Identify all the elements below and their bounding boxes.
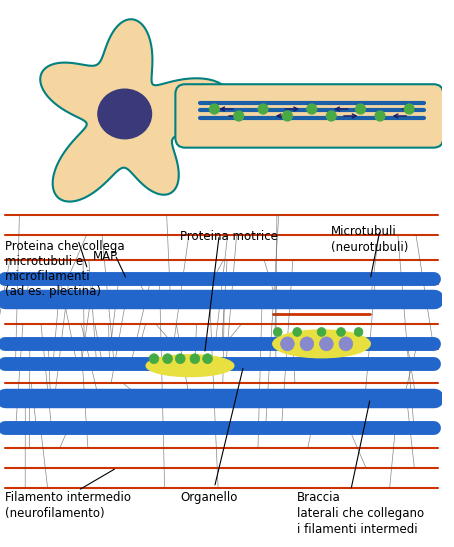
Ellipse shape <box>98 89 152 139</box>
Ellipse shape <box>273 330 370 358</box>
Ellipse shape <box>273 328 282 336</box>
Text: MAP: MAP <box>93 250 118 263</box>
Ellipse shape <box>336 328 345 336</box>
Text: Organello: Organello <box>180 491 237 503</box>
Circle shape <box>234 111 244 121</box>
Text: Braccia
laterali che collegano
i filamenti intermedi: Braccia laterali che collegano i filamen… <box>297 491 424 536</box>
Circle shape <box>375 111 385 121</box>
Text: Proteina motrice: Proteina motrice <box>180 230 278 243</box>
Ellipse shape <box>293 328 301 336</box>
Text: Microtubuli
(neurotubuli): Microtubuli (neurotubuli) <box>331 225 409 254</box>
Text: Filamento intermedio
(neurofilamento): Filamento intermedio (neurofilamento) <box>5 491 131 520</box>
Ellipse shape <box>354 328 363 336</box>
Circle shape <box>282 111 292 121</box>
Ellipse shape <box>300 337 314 351</box>
Ellipse shape <box>202 354 212 364</box>
Bar <box>0 205 442 522</box>
Ellipse shape <box>163 354 173 364</box>
Circle shape <box>307 104 316 114</box>
Circle shape <box>258 104 268 114</box>
Circle shape <box>209 104 219 114</box>
Circle shape <box>405 104 414 114</box>
Ellipse shape <box>146 355 234 376</box>
Ellipse shape <box>175 354 185 364</box>
Ellipse shape <box>281 337 294 351</box>
Circle shape <box>355 104 365 114</box>
Ellipse shape <box>149 354 159 364</box>
Ellipse shape <box>190 354 200 364</box>
Ellipse shape <box>317 328 326 336</box>
Polygon shape <box>40 19 231 202</box>
Circle shape <box>326 111 336 121</box>
Ellipse shape <box>339 337 353 351</box>
Text: Proteina che collega
microtubuli e
microfilamenti
(ad es. plectina): Proteina che collega microtubuli e micro… <box>5 240 124 298</box>
Ellipse shape <box>320 337 333 351</box>
FancyBboxPatch shape <box>175 84 443 148</box>
